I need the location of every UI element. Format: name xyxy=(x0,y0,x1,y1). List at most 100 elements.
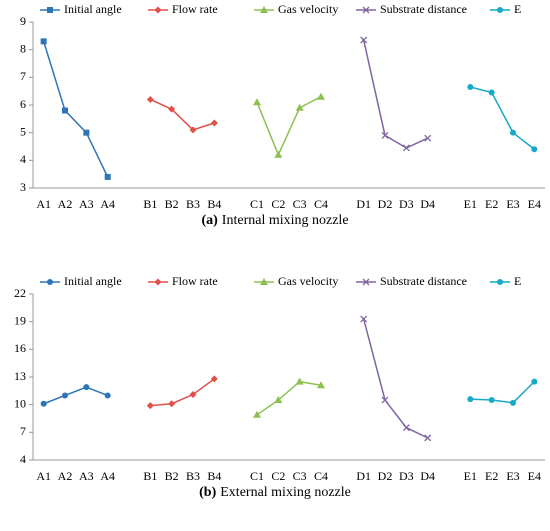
legend-label: Initial angle xyxy=(64,274,122,288)
x-tick-label: B1 xyxy=(143,197,157,211)
x-tick-label: E2 xyxy=(485,197,498,211)
caption-text: External mixing nozzle xyxy=(220,485,351,500)
x-tick-label: E3 xyxy=(506,197,519,211)
x-tick-label: B4 xyxy=(207,469,221,483)
series-line xyxy=(150,98,215,131)
marker xyxy=(83,129,90,136)
marker xyxy=(402,424,410,432)
series-line xyxy=(42,41,109,178)
y-tick-label: 13 xyxy=(14,369,26,383)
x-tick-label: E1 xyxy=(464,469,477,483)
marker xyxy=(381,131,389,139)
x-tick-label: D2 xyxy=(378,197,393,211)
x-tick-label: C4 xyxy=(314,197,328,211)
marker xyxy=(154,6,162,14)
x-tick-label: E4 xyxy=(528,469,541,483)
marker xyxy=(104,392,111,399)
marker xyxy=(360,36,368,44)
y-tick-label: 16 xyxy=(14,341,26,355)
x-tick-label: A2 xyxy=(58,197,73,211)
marker xyxy=(362,6,370,14)
marker xyxy=(274,150,283,158)
marker xyxy=(168,105,176,113)
caption-label: (b) xyxy=(199,485,216,500)
marker xyxy=(83,384,90,391)
x-tick-label: C4 xyxy=(314,469,328,483)
x-tick-label: D4 xyxy=(420,197,435,211)
series-line xyxy=(362,318,428,439)
caption-text: Internal mixing nozzle xyxy=(222,213,349,228)
marker xyxy=(146,402,154,410)
chart: 3 4 5 6 7 8 9 A1 A2 A3 A4 B1 B2 B3 B4 C1 C2 C3 C4 D1 D2 D3 D4 E… xyxy=(20,2,545,228)
x-tick-label: D4 xyxy=(420,469,435,483)
x-tick-label: A3 xyxy=(79,469,94,483)
y-tick-label: 22 xyxy=(14,286,26,300)
marker xyxy=(40,38,47,45)
legend-label: Initial angle xyxy=(64,2,122,16)
marker xyxy=(62,392,68,399)
x-tick-label: E4 xyxy=(528,197,541,211)
x-tick-label: C3 xyxy=(293,197,307,211)
legend-label: Flow rate xyxy=(172,274,218,288)
caption: (a) Internal mixing nozzle xyxy=(201,213,348,228)
y-tick-label: 4 xyxy=(20,452,26,466)
marker xyxy=(510,399,516,406)
x-tick-label: A4 xyxy=(100,197,115,211)
legend-label: Substrate distance xyxy=(380,2,467,16)
series-line xyxy=(362,39,428,149)
marker xyxy=(381,396,389,404)
legend-label: Gas velocity xyxy=(278,2,338,16)
marker xyxy=(253,410,261,418)
x-tick-label: D3 xyxy=(399,469,414,483)
marker xyxy=(488,89,495,96)
marker xyxy=(467,84,474,91)
x-tick-label: A3 xyxy=(79,197,94,211)
marker xyxy=(467,396,474,403)
marker xyxy=(253,98,261,106)
x-tick-label: C3 xyxy=(293,469,307,483)
marker xyxy=(424,434,432,442)
marker xyxy=(360,315,368,323)
x-tick-label: E2 xyxy=(485,469,498,483)
marker xyxy=(260,6,268,13)
series-line xyxy=(256,96,322,157)
x-tick-label: D3 xyxy=(399,197,414,211)
series-line xyxy=(43,386,108,405)
marker xyxy=(104,173,111,180)
series-line xyxy=(150,378,215,407)
marker xyxy=(317,381,325,389)
marker xyxy=(260,278,268,285)
y-tick-label: 8 xyxy=(20,41,26,55)
y-tick-label: 19 xyxy=(14,313,26,327)
x-tick-label: B2 xyxy=(165,469,179,483)
legend-label: Flow rate xyxy=(172,2,218,16)
x-tick-label: E3 xyxy=(506,469,519,483)
y-tick-label: 10 xyxy=(14,396,26,410)
x-tick-label: A1 xyxy=(36,469,51,483)
marker xyxy=(497,279,503,285)
series-line xyxy=(256,380,322,416)
legend-label: E xyxy=(514,274,521,288)
x-tick-label: A1 xyxy=(36,197,51,211)
marker xyxy=(497,7,503,13)
x-tick-label: A2 xyxy=(58,469,73,483)
x-tick-label: E1 xyxy=(464,197,477,211)
x-tick-label: B2 xyxy=(165,197,179,211)
marker xyxy=(210,375,218,383)
y-tick-label: 3 xyxy=(20,180,26,194)
chart: 4 7 10 13 16 19 22 A1 A2 A3 A4 B1 B2 B3 B4 C1 C2 C3 C4 D1 D2… xyxy=(14,274,545,500)
marker xyxy=(47,279,53,285)
marker xyxy=(40,400,47,407)
marker xyxy=(62,107,68,114)
marker xyxy=(510,129,516,136)
marker xyxy=(146,95,154,103)
x-tick-label: C2 xyxy=(271,469,285,483)
marker xyxy=(424,134,432,142)
legend-label: E xyxy=(514,2,521,16)
marker xyxy=(154,278,162,286)
marker xyxy=(274,396,283,404)
series-line xyxy=(470,86,535,150)
x-tick-label: C1 xyxy=(250,469,264,483)
x-tick-label: D2 xyxy=(378,469,393,483)
